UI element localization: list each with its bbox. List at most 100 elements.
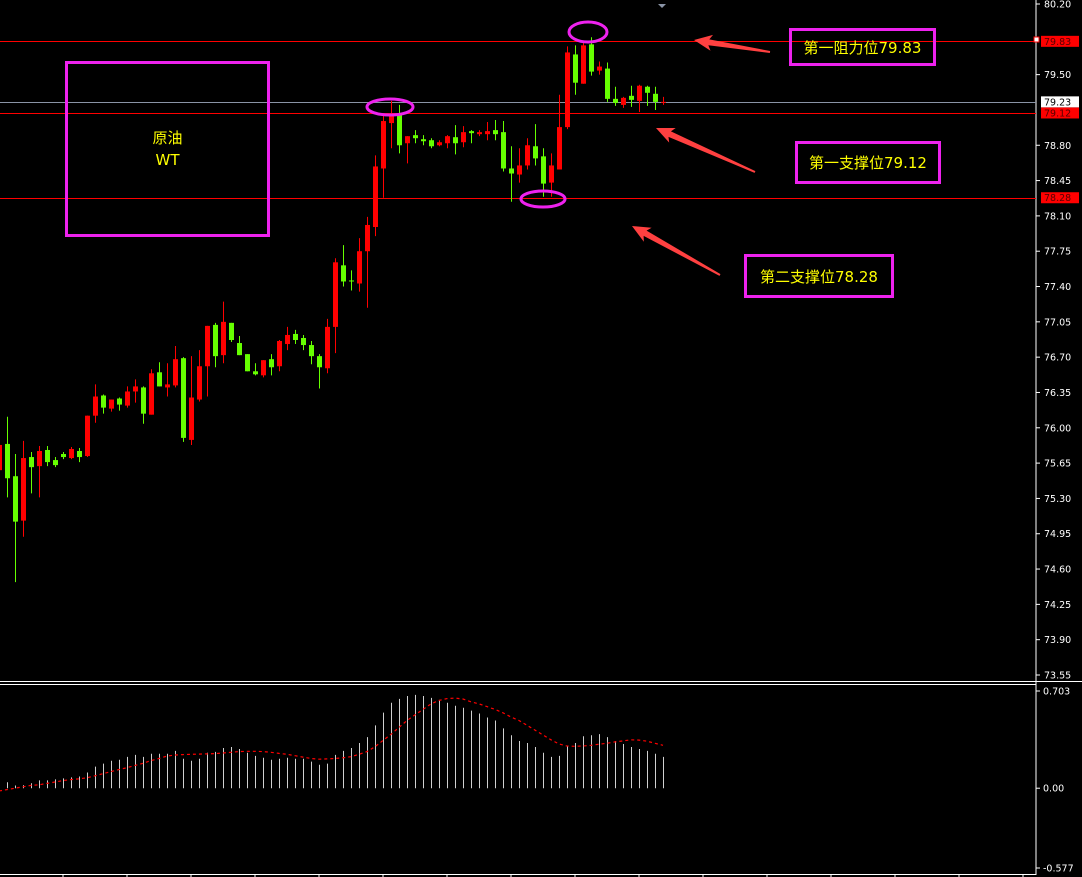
candle	[29, 452, 34, 494]
candle	[581, 41, 586, 84]
candle	[469, 130, 474, 144]
candle-body	[157, 372, 162, 387]
candle	[293, 329, 298, 345]
candle-body	[365, 224, 370, 252]
support1-annotation: 第一支撑位79.12	[795, 141, 941, 184]
candle-body	[573, 54, 578, 83]
candle-body	[309, 345, 314, 357]
candle	[21, 440, 26, 537]
price-tick-label: 79.50	[1044, 70, 1071, 81]
candle-body	[21, 458, 26, 521]
candle	[413, 130, 418, 144]
candle	[645, 85, 650, 106]
candle-body	[653, 93, 658, 102]
price-tick-label: 77.75	[1044, 247, 1071, 258]
candle	[445, 135, 450, 149]
candle	[181, 357, 186, 442]
candle-body	[557, 127, 562, 170]
price-tick-label: 76.70	[1044, 353, 1071, 364]
price-tick-label: 73.55	[1044, 671, 1071, 682]
instrument-label-box: 原油 WT	[65, 61, 270, 237]
candle	[261, 360, 266, 378]
candle	[541, 148, 546, 197]
candle	[573, 45, 578, 95]
oscillator-tick-label: 0.00	[1043, 784, 1064, 795]
candle	[213, 322, 218, 368]
candle	[245, 354, 250, 372]
candle-body	[581, 45, 586, 84]
price-tick-label: 78.80	[1044, 141, 1071, 152]
candle	[485, 122, 490, 141]
candle-body	[373, 166, 378, 227]
candle	[629, 85, 634, 107]
instrument-label-line2: WT	[155, 151, 180, 169]
candle-body	[597, 66, 602, 71]
candle-body	[189, 397, 194, 440]
candle-body	[389, 116, 394, 124]
candle-body	[13, 476, 18, 522]
candle-body	[229, 322, 234, 341]
candle-body	[485, 131, 490, 135]
candle-body	[317, 356, 322, 368]
candle	[141, 386, 146, 424]
candle	[501, 121, 506, 172]
candle-body	[245, 354, 250, 372]
candle-body	[661, 101, 666, 103]
candle-body	[589, 44, 594, 72]
candle	[309, 341, 314, 365]
candle	[565, 46, 570, 130]
candle-body	[525, 145, 530, 166]
candle	[189, 356, 194, 445]
candle-body	[237, 343, 242, 356]
price-tick-label: 75.30	[1044, 494, 1071, 505]
candle	[205, 325, 210, 397]
candle	[597, 61, 602, 75]
price-tick-label: 78.45	[1044, 176, 1071, 187]
candle-body	[53, 460, 58, 466]
candle	[589, 37, 594, 76]
candle-body	[61, 454, 66, 458]
candle	[525, 138, 530, 170]
candle	[549, 153, 554, 197]
candle	[325, 318, 330, 374]
candle	[157, 362, 162, 387]
candle	[61, 452, 66, 460]
candle-body	[5, 443, 10, 479]
candle-body	[301, 337, 306, 346]
candle	[0, 444, 2, 471]
candle-body	[93, 396, 98, 416]
candle-body	[357, 251, 362, 284]
candle-body	[493, 130, 498, 135]
candle-body	[205, 325, 210, 367]
highlight-ellipse	[365, 97, 415, 117]
price-level-label-bg	[1041, 96, 1079, 108]
candle	[85, 415, 90, 458]
candle	[341, 245, 346, 287]
candle	[109, 399, 114, 412]
candle-body	[109, 399, 114, 409]
candle-body	[277, 341, 282, 367]
candle-body	[125, 391, 130, 406]
support2-annotation: 第二支撑位78.28	[744, 254, 894, 298]
candle-body	[261, 360, 266, 376]
candle-body	[445, 136, 450, 144]
candle-body	[397, 114, 402, 146]
candle-body	[173, 359, 178, 386]
arrow-shape	[656, 127, 756, 173]
candle-body	[181, 358, 186, 438]
price-level-label-bg	[1041, 192, 1079, 204]
candle-body	[349, 280, 354, 282]
candle	[253, 363, 258, 376]
candle-body	[141, 387, 146, 414]
candle-body	[85, 415, 90, 457]
arrow-icon	[656, 127, 756, 173]
candle-body	[637, 85, 642, 101]
candle-body	[437, 142, 442, 146]
support2-annotation-text: 第二支撑位78.28	[760, 267, 878, 286]
candle	[333, 258, 338, 354]
candle	[117, 397, 122, 411]
candle-body	[149, 373, 154, 415]
candle-body	[77, 450, 82, 458]
candle-body	[533, 146, 538, 159]
highlight-ellipse	[567, 20, 609, 44]
